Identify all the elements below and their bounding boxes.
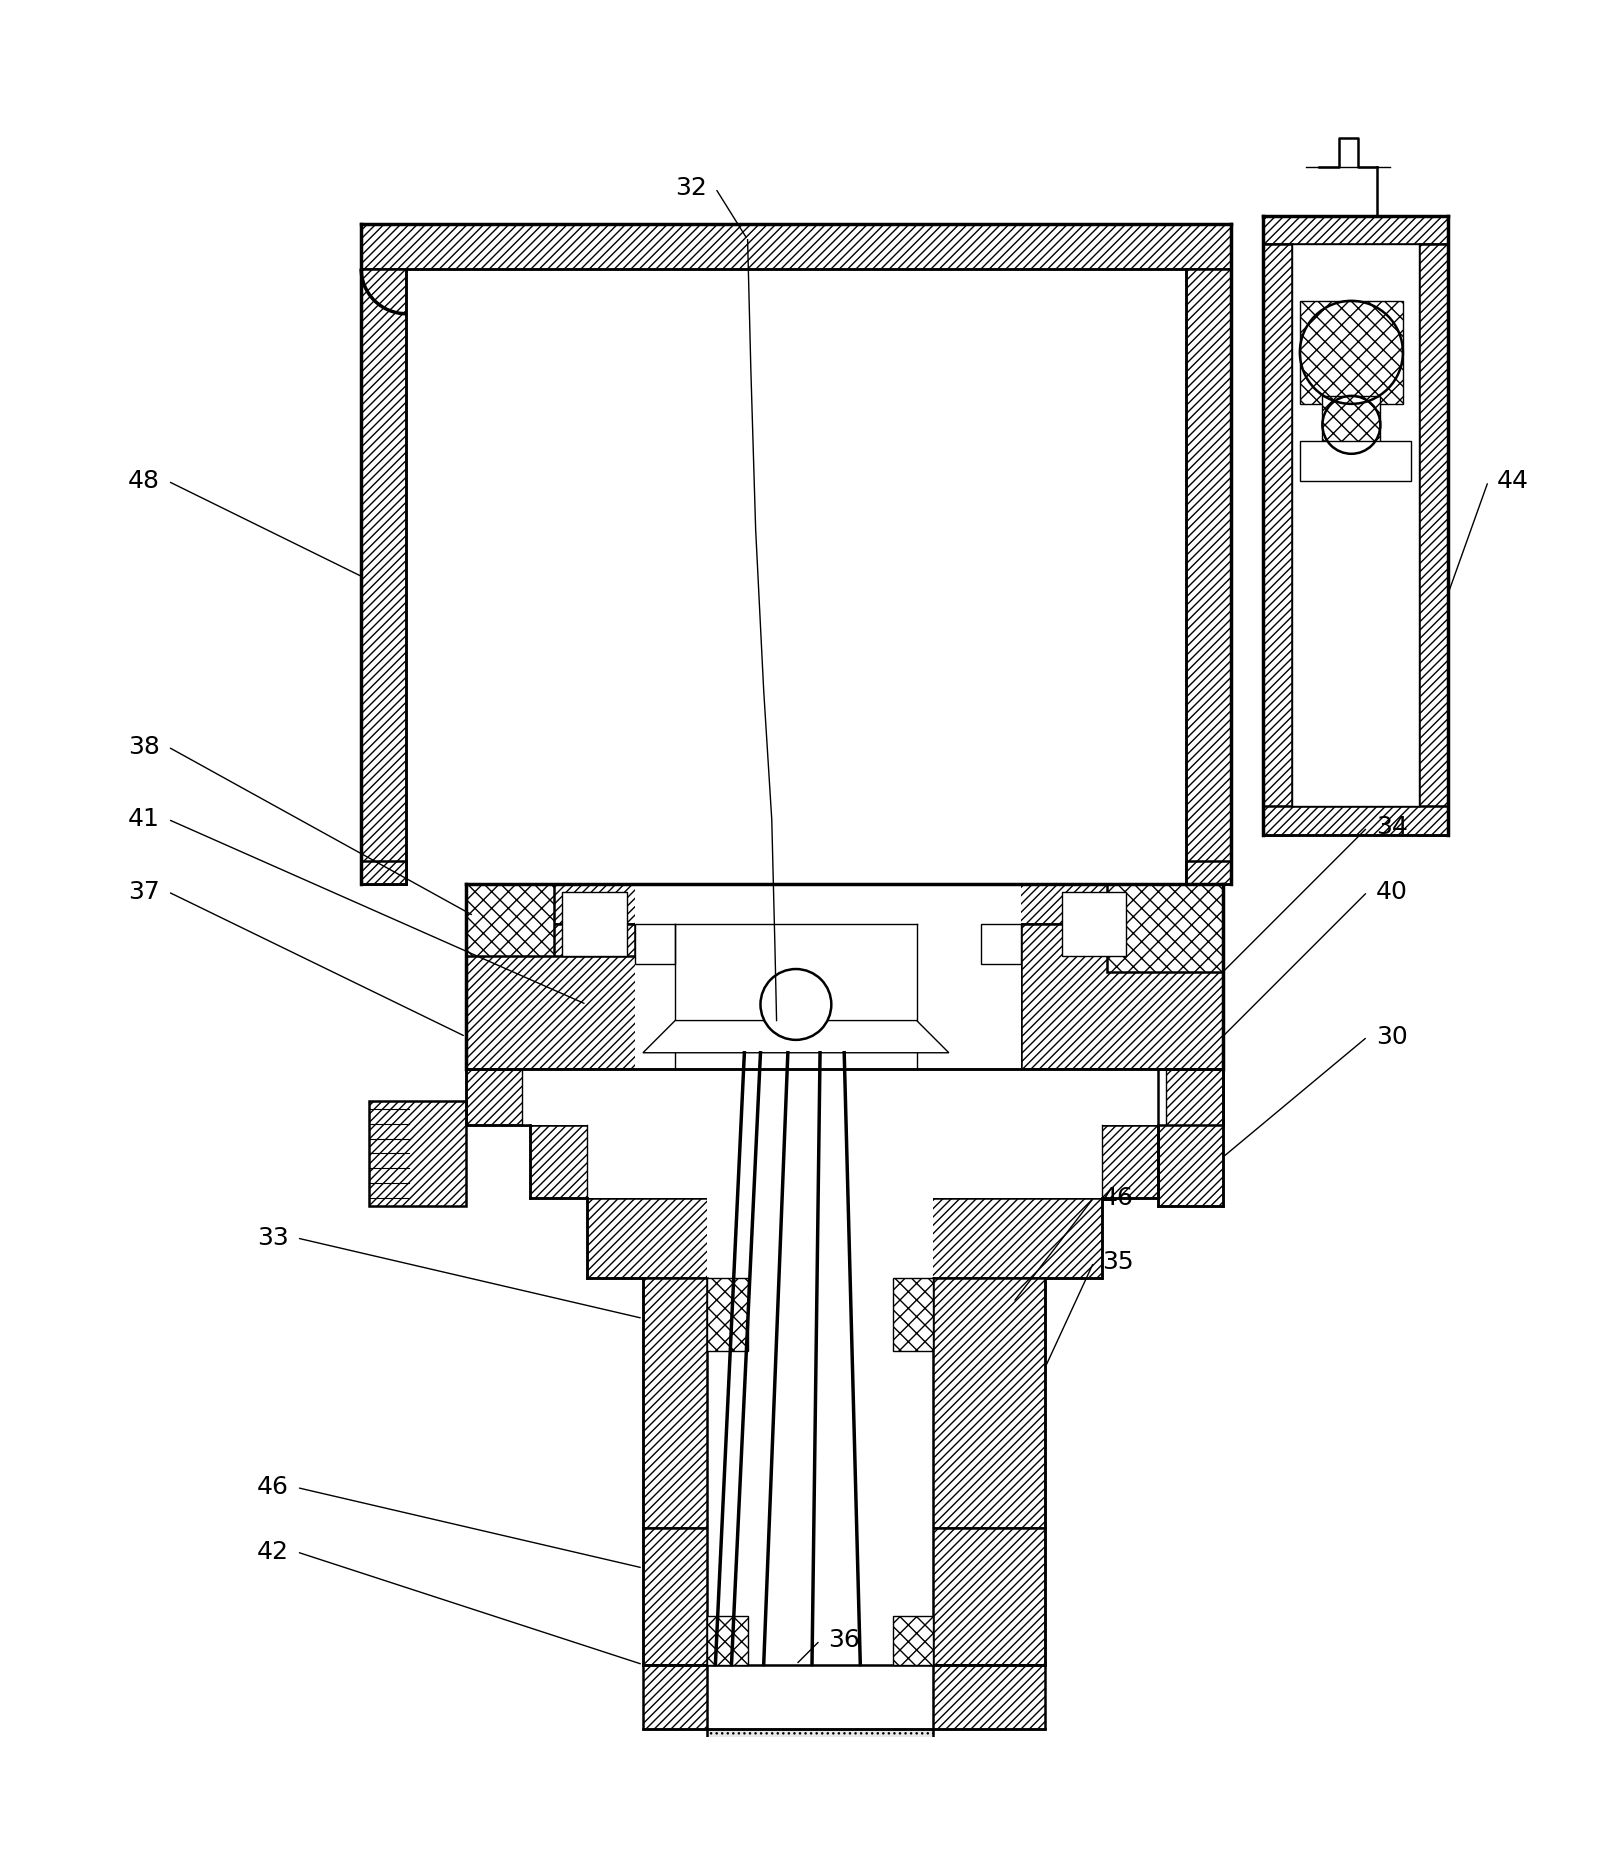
Text: 37: 37 <box>128 880 159 904</box>
Polygon shape <box>1263 807 1448 835</box>
Bar <box>1298 442 1410 481</box>
Text: 40: 40 <box>1375 880 1407 904</box>
Bar <box>708 1528 932 1665</box>
Text: 32: 32 <box>675 175 706 199</box>
Polygon shape <box>368 1102 466 1206</box>
Polygon shape <box>360 861 406 884</box>
Text: 44: 44 <box>1495 470 1527 494</box>
Text: 42: 42 <box>256 1540 289 1564</box>
Polygon shape <box>708 1730 932 1780</box>
Text: 48: 48 <box>128 470 159 494</box>
Polygon shape <box>893 1279 932 1351</box>
Bar <box>523 1068 1165 1126</box>
Polygon shape <box>643 1528 1045 1665</box>
Bar <box>635 925 675 964</box>
Bar <box>562 891 626 956</box>
Polygon shape <box>1321 395 1380 453</box>
Text: 38: 38 <box>128 734 159 759</box>
Polygon shape <box>466 956 683 1068</box>
Polygon shape <box>643 1021 948 1053</box>
Polygon shape <box>466 925 635 1068</box>
Polygon shape <box>643 1279 1045 1528</box>
Polygon shape <box>360 268 406 884</box>
Bar <box>586 1126 1100 1199</box>
Polygon shape <box>1157 1068 1222 1206</box>
Circle shape <box>760 969 831 1040</box>
Polygon shape <box>360 224 1230 268</box>
Text: 30: 30 <box>1375 1025 1407 1049</box>
Polygon shape <box>893 1616 932 1665</box>
Bar <box>708 1199 932 1279</box>
Polygon shape <box>1105 884 1222 973</box>
Bar <box>1290 244 1419 807</box>
Bar <box>708 1279 932 1528</box>
Text: 41: 41 <box>128 807 159 831</box>
Polygon shape <box>1185 268 1230 884</box>
Polygon shape <box>466 884 553 973</box>
Polygon shape <box>708 1279 747 1351</box>
Bar <box>1061 891 1125 956</box>
Polygon shape <box>529 1126 1157 1199</box>
Polygon shape <box>708 1616 747 1665</box>
Text: 33: 33 <box>256 1227 289 1251</box>
Polygon shape <box>643 1665 1045 1730</box>
Polygon shape <box>1298 300 1402 404</box>
Polygon shape <box>466 884 1222 925</box>
Text: 34: 34 <box>1375 815 1407 839</box>
Text: 36: 36 <box>828 1629 860 1653</box>
Bar <box>635 884 1021 1068</box>
Polygon shape <box>1185 861 1230 884</box>
Text: 46: 46 <box>256 1476 289 1499</box>
Text: 46: 46 <box>1102 1186 1133 1210</box>
Bar <box>708 1665 932 1730</box>
Polygon shape <box>466 1068 1222 1126</box>
Text: 35: 35 <box>1102 1251 1133 1275</box>
Polygon shape <box>586 1199 1100 1279</box>
Bar <box>980 925 1021 964</box>
Polygon shape <box>1263 216 1448 244</box>
Polygon shape <box>1021 925 1222 1068</box>
Polygon shape <box>1263 244 1290 835</box>
Polygon shape <box>1419 244 1448 835</box>
